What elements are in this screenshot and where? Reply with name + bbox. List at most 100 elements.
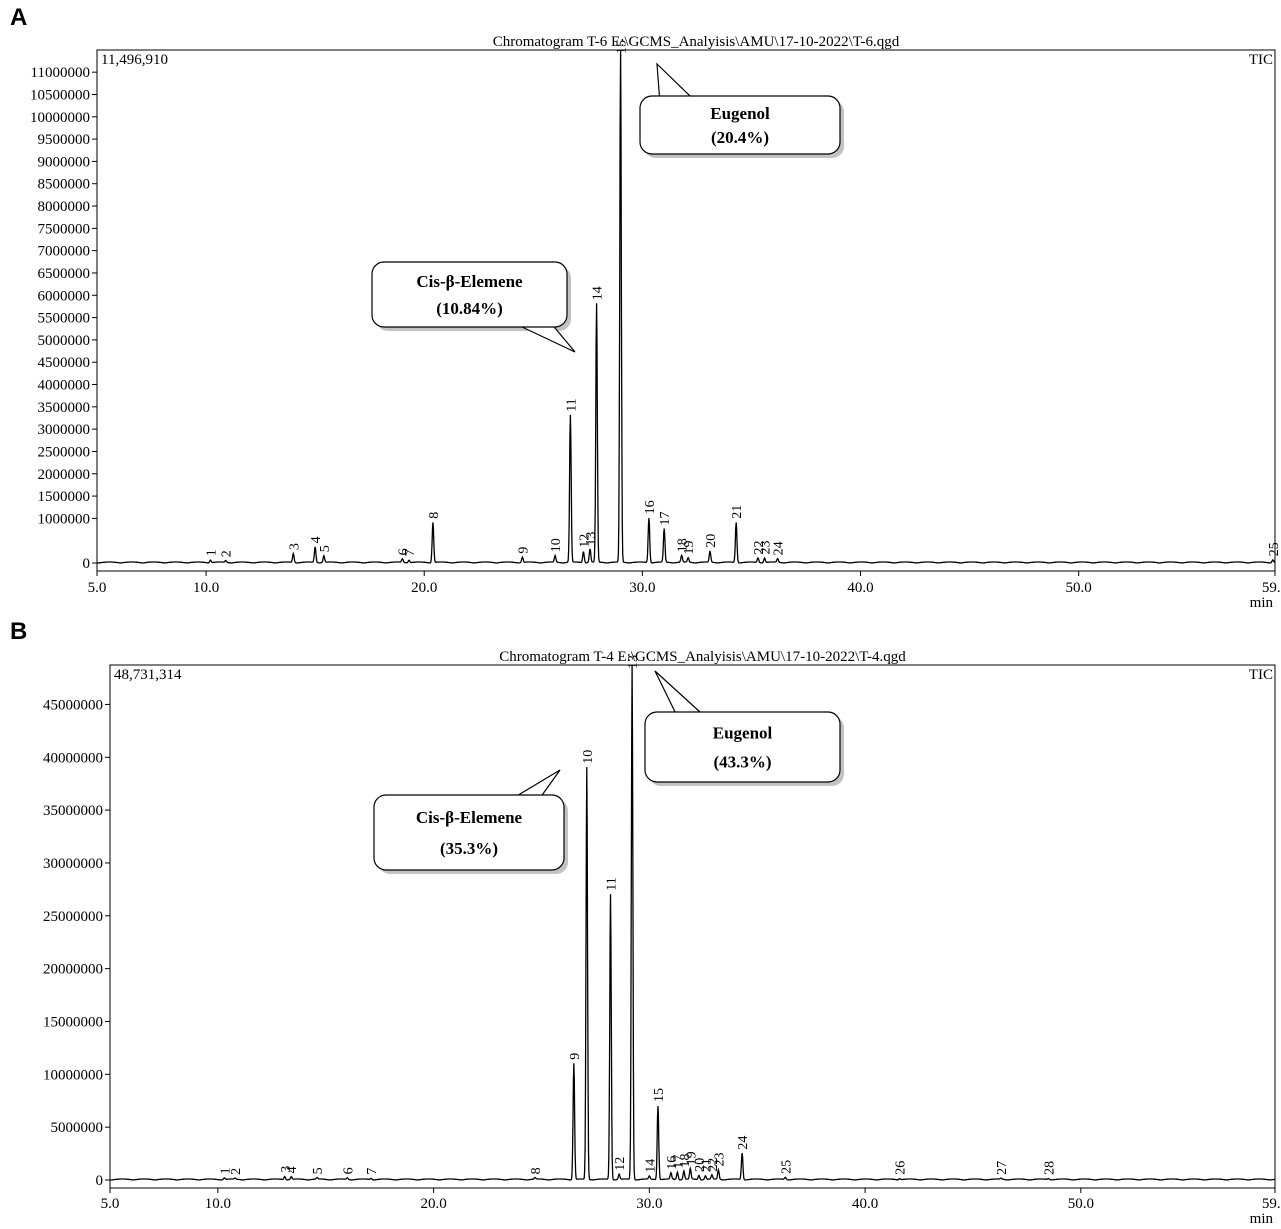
panel-b-callout-text: (35.3%) <box>440 839 498 858</box>
panel-b-x-tick-label: 5.0 <box>101 1196 120 1212</box>
panel-b-x-tick-label: 20.0 <box>420 1196 446 1212</box>
panel-b-peak-label-9: 9 <box>568 1053 583 1060</box>
panel-b-peak-label-1: 1 <box>218 1167 233 1174</box>
panel-b-y-tick-label: 10000000 <box>43 1067 103 1083</box>
panel-b-peak-label-26: 26 <box>894 1161 909 1175</box>
panel-a-signal-label: TIC <box>1249 52 1273 68</box>
panel-b-y-tick-label: 15000000 <box>43 1014 103 1030</box>
panel-a-y-tick-label: 7000000 <box>38 244 91 260</box>
panel-a-y-tick-label: 9000000 <box>38 154 91 170</box>
panel-a-y-tick-label: 0 <box>83 556 91 572</box>
panel-a-peak-label-20: 20 <box>704 534 719 548</box>
panel-b-peak-label-17: 17 <box>671 1155 686 1169</box>
panel-a-peak-label-8: 8 <box>427 512 442 519</box>
panel-b-peak-label-16: 16 <box>665 1156 680 1170</box>
panel-a-peak-label-1: 1 <box>204 549 219 556</box>
panel-letter-a: A <box>10 4 28 31</box>
panel-a-peak-label-21: 21 <box>730 505 745 519</box>
panel-b-peak-label-27: 27 <box>995 1161 1010 1175</box>
panel-a-peak-label-17: 17 <box>658 512 673 526</box>
panel-a-peak-label-13: 13 <box>584 532 599 546</box>
panel-a-peak-label-2: 2 <box>220 550 235 557</box>
panel-b-peak-label-24: 24 <box>736 1136 751 1150</box>
panel-b-y-tick-label: 20000000 <box>43 962 103 978</box>
panel-b-callout-elemene: Cis-β-Elemene (35.3%) <box>373 769 568 874</box>
panel-b-callout-eugenol: Eugenol (43.3%) <box>644 670 844 786</box>
panel-a-x-tick-label: 20.0 <box>411 580 437 596</box>
panel-a-y-tick-label: 7500000 <box>38 221 91 237</box>
panel-a-peak-label-18: 18 <box>676 538 691 552</box>
panel-b-peak-label-20: 20 <box>693 1158 708 1172</box>
panel-b-peak-label-10: 10 <box>581 750 596 764</box>
panel-a-y-tick-label: 5500000 <box>38 311 91 327</box>
panel-b-signal-label: TIC <box>1249 667 1273 683</box>
panel-b-peak-label-14: 14 <box>643 1159 658 1173</box>
panel-a-peak-label-3: 3 <box>287 543 302 550</box>
panel-a-peak-label-6: 6 <box>396 548 411 555</box>
panel-b-callout-text: Cis-β-Elemene <box>416 808 523 827</box>
panel-b-peak-label-6: 6 <box>341 1167 356 1174</box>
panel-a-callout-eugenol: Eugenol (20.4%) <box>639 62 844 158</box>
panel-b-y-tick-label: 0 <box>96 1173 104 1189</box>
panel-b-chart: Chromatogram T-4 E:\GCMS_Analyisis\AMU\1… <box>43 649 1281 1227</box>
panel-b-y-tick-label: 40000000 <box>43 750 103 766</box>
panel-b-x-tick-label: 10.0 <box>205 1196 231 1212</box>
panel-b-y-tick-label: 25000000 <box>43 909 103 925</box>
panel-a-x-tick-label: 50.0 <box>1066 580 1092 596</box>
panel-a-y-tick-label: 1500000 <box>38 489 91 505</box>
panel-a-callout-text: Eugenol <box>710 104 770 123</box>
panel-b-y-tick-label: 30000000 <box>43 856 103 872</box>
panel-b-peak-label-4: 4 <box>285 1166 300 1173</box>
panel-b-peak-label-11: 11 <box>605 877 620 890</box>
panel-a-peak-label-15: 15 <box>615 40 630 54</box>
panel-b-callout-text: Eugenol <box>713 723 773 742</box>
panel-a-peak-label-10: 10 <box>549 538 564 552</box>
panel-a-x-tick-label: 5.0 <box>88 580 107 596</box>
panel-a-y-tick-label: 6500000 <box>38 266 91 282</box>
panel-a-y-tick-label: 8000000 <box>38 199 91 215</box>
panel-b-peak-label-23: 23 <box>712 1153 727 1167</box>
panel-b-y-tick-label: 5000000 <box>51 1120 104 1136</box>
panel-a-x-tick-label: 10.0 <box>193 580 219 596</box>
panel-b-peak-label-28: 28 <box>1043 1161 1058 1175</box>
panel-b-peak-label-5: 5 <box>311 1167 326 1174</box>
panel-a-callout-text: Cis-β-Elemene <box>416 272 523 291</box>
panel-a-x-tick-label: 59.0 <box>1262 580 1281 596</box>
panel-a-y-tick-label: 2500000 <box>38 444 91 460</box>
panel-a-x-tick-label: 30.0 <box>629 580 655 596</box>
panel-b-title: Chromatogram T-4 E:\GCMS_Analyisis\AMU\1… <box>499 649 906 665</box>
panel-b-peak-label-7: 7 <box>365 1168 380 1175</box>
panel-a-peak-label-24: 24 <box>772 541 787 555</box>
panel-a-callout-text: (20.4%) <box>711 128 769 147</box>
panel-a-y-tick-label: 5000000 <box>38 333 91 349</box>
panel-a-peak-label-16: 16 <box>643 500 658 514</box>
panel-a-y-tick-label: 2000000 <box>38 467 91 483</box>
panel-a-peak-label-11: 11 <box>564 398 579 411</box>
panel-b-peak-label-21: 21 <box>699 1158 714 1172</box>
panel-a-y-tick-label: 8500000 <box>38 177 91 193</box>
panel-b-peak-label-3: 3 <box>279 1166 294 1173</box>
panel-b-peak-label-13: 13 <box>626 655 641 669</box>
panel-b-peak-label-19: 19 <box>684 1151 699 1165</box>
panel-a-y-tick-label: 6000000 <box>38 288 91 304</box>
panel-letter-b: B <box>10 618 28 645</box>
panel-b-tic-trace <box>109 664 1276 1181</box>
panel-a-y-tick-label: 3500000 <box>38 400 91 416</box>
panel-a-callout-text: (10.84%) <box>436 299 503 318</box>
panel-a-x-axis-label: min <box>1250 595 1274 611</box>
panel-b-x-tick-label: 50.0 <box>1068 1196 1094 1212</box>
panel-b-y-tick-label: 45000000 <box>43 697 103 713</box>
panel-a-peak-label-14: 14 <box>591 286 606 300</box>
panel-a-peak-label-12: 12 <box>578 534 593 548</box>
panel-a-peak-label-23: 23 <box>759 541 774 555</box>
panel-a-max-intensity-label: 11,496,910 <box>101 52 168 68</box>
panel-a-tic-trace <box>96 49 1276 564</box>
panel-a-y-tick-label: 10000000 <box>30 110 90 126</box>
panel-b-x-tick-label: 30.0 <box>636 1196 662 1212</box>
panel-a-peak-label-9: 9 <box>516 547 531 554</box>
panel-a-peak-label-22: 22 <box>752 541 767 555</box>
panel-b-peak-label-12: 12 <box>613 1157 628 1171</box>
panel-a-peak-label-5: 5 <box>318 545 333 552</box>
panel-b-y-tick-label: 35000000 <box>43 803 103 819</box>
